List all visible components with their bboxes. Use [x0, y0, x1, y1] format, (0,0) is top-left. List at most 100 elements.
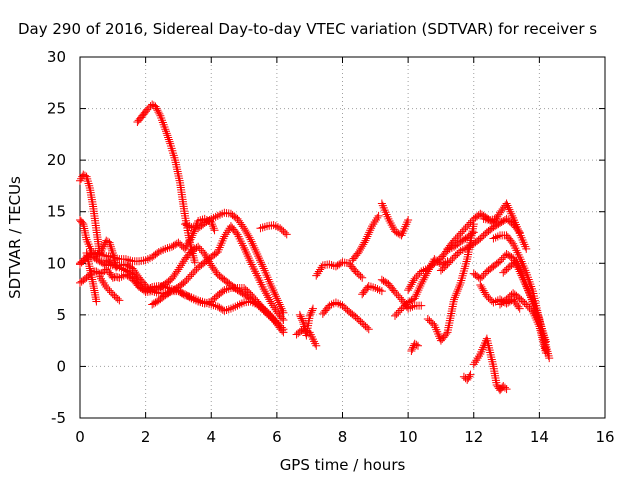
data-point [107, 244, 116, 253]
data-point [235, 287, 244, 296]
data-point [167, 287, 176, 296]
data-point [479, 271, 488, 280]
y-tick-label: 25 [47, 100, 66, 118]
data-point [448, 254, 457, 263]
data-point [379, 276, 388, 285]
data-point [514, 261, 523, 270]
data-point [92, 297, 101, 306]
data-point [123, 267, 132, 276]
data-point [276, 302, 285, 311]
data-point [99, 278, 108, 287]
data-point [257, 260, 266, 269]
data-point [419, 275, 428, 284]
data-point [412, 272, 421, 281]
data-point [202, 218, 211, 227]
data-point [476, 209, 485, 218]
data-point [361, 236, 370, 245]
x-tick-label: 10 [399, 428, 418, 446]
data-point [208, 220, 217, 229]
data-point [263, 291, 272, 300]
data-point [223, 228, 231, 237]
data-point [259, 285, 268, 294]
data-point [363, 232, 372, 241]
data-point [367, 224, 376, 233]
data-point [313, 269, 322, 278]
data-point [215, 303, 224, 312]
x-tick-label: 16 [595, 428, 614, 446]
data-point [148, 300, 157, 309]
data-point [451, 291, 460, 300]
data-point [182, 276, 191, 285]
data-point [265, 295, 274, 304]
x-tick-label: 12 [464, 428, 483, 446]
data-point [408, 345, 417, 354]
data-point [185, 293, 194, 302]
data-point [395, 306, 404, 315]
data-point [161, 125, 170, 134]
data-point [151, 102, 160, 111]
data-point [266, 297, 275, 306]
data-point [94, 256, 103, 265]
data-point [307, 308, 316, 317]
data-point [377, 275, 386, 284]
data-point [161, 291, 170, 300]
data-point [278, 314, 287, 323]
data-point [371, 215, 380, 224]
x-tick-label: 2 [141, 428, 151, 446]
data-point [515, 304, 524, 313]
data-point [195, 244, 204, 253]
data-point [272, 319, 281, 328]
data-point [162, 127, 171, 136]
data-point [236, 288, 245, 297]
data-point [308, 304, 317, 313]
data-point [135, 280, 144, 289]
data-point [264, 293, 273, 302]
data-point [410, 294, 419, 303]
data-point [190, 225, 199, 234]
data-point [241, 245, 249, 254]
data-point [95, 257, 104, 266]
data-point [245, 256, 254, 265]
data-point [238, 289, 247, 298]
data-point [272, 294, 281, 303]
data-point [508, 211, 517, 220]
data-point [189, 245, 198, 254]
data-point [187, 270, 196, 279]
data-point [255, 254, 264, 263]
data-point [139, 286, 148, 295]
data-point [106, 240, 115, 249]
data-point [108, 246, 117, 255]
data-point [103, 257, 112, 266]
data-point [502, 250, 511, 259]
data-point [391, 311, 399, 320]
data-point [154, 108, 163, 117]
data-point [89, 253, 98, 262]
data-point [251, 245, 260, 254]
data-point [362, 234, 371, 243]
data-point [121, 266, 130, 275]
data-point [461, 223, 470, 232]
data-point [453, 287, 462, 296]
data-point [209, 224, 218, 233]
data-point [200, 219, 209, 228]
data-point [247, 237, 256, 246]
data-point [182, 291, 191, 300]
data-point [246, 235, 255, 244]
x-tick-label: 8 [338, 428, 348, 446]
data-point [413, 271, 422, 280]
data-point [132, 276, 141, 285]
data-point [243, 252, 252, 261]
data-point [413, 341, 422, 350]
data-point [281, 228, 290, 237]
data-point [245, 233, 254, 242]
data-point [143, 105, 152, 114]
data-point [103, 284, 112, 293]
data-point [517, 269, 526, 278]
data-point [270, 288, 279, 297]
chart-title: Day 290 of 2016, Sidereal Day-to-day VTE… [18, 20, 597, 38]
data-point [456, 237, 465, 246]
data-point [274, 298, 283, 307]
y-tick-label: 10 [47, 254, 66, 272]
data-point [187, 246, 196, 255]
